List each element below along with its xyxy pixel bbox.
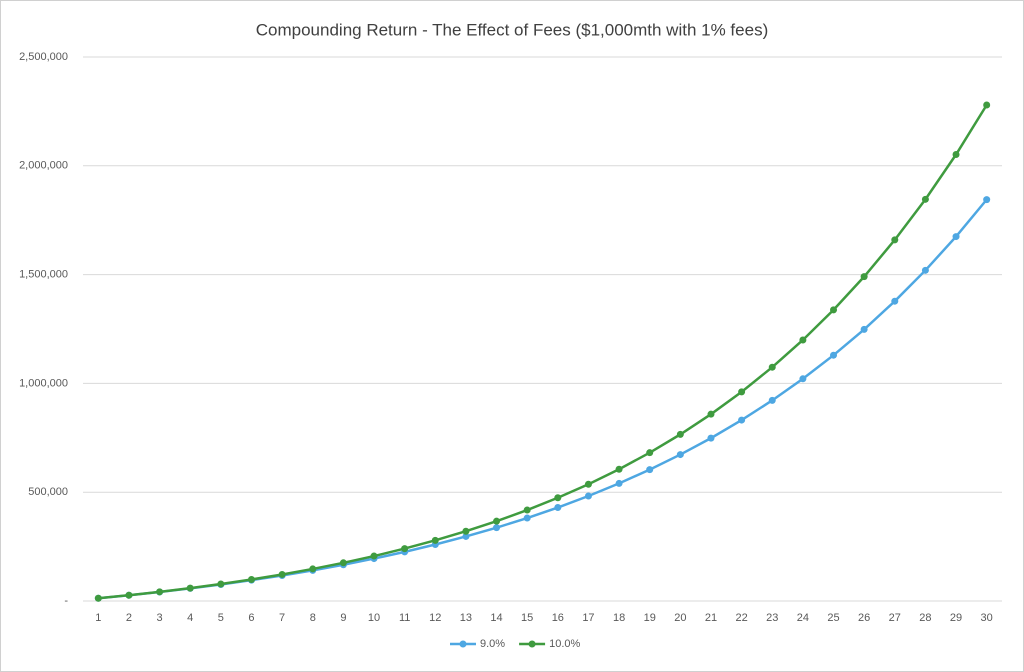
x-tick-label: 30 [981,612,993,624]
data-point [676,451,684,459]
data-point [554,504,562,512]
data-point [799,336,807,344]
x-tick-label: 7 [279,612,285,624]
x-tick-label: 8 [310,612,316,624]
x-tick-label: 2 [126,612,132,624]
x-tick-label: 28 [919,612,931,624]
data-point [186,584,194,592]
data-point [768,396,776,404]
y-tick-label: 1,000,000 [19,377,68,389]
data-point [462,532,470,540]
data-point [247,575,255,583]
data-point [339,559,347,567]
x-tick-label: 15 [521,612,533,624]
data-point [615,479,623,487]
data-point [738,388,746,396]
x-tick-label: 23 [766,612,778,624]
x-tick-label: 13 [460,612,472,624]
data-point [523,514,531,522]
x-tick-label: 4 [187,612,193,624]
legend-label: 9.0% [480,638,505,650]
data-point [278,570,286,578]
data-point [125,591,133,599]
data-point [309,565,317,573]
x-tick-label: 24 [797,612,809,624]
data-point [921,266,929,274]
data-point [646,466,654,474]
data-point [431,536,439,544]
x-tick-label: 6 [248,612,254,624]
legend-marker [528,640,536,648]
data-point [983,101,991,109]
x-tick-label: 19 [644,612,656,624]
data-point [738,416,746,424]
data-point [952,233,960,241]
data-point [615,465,623,473]
x-tick-label: 1 [95,612,101,624]
data-point [156,588,164,596]
legend-label: 10.0% [549,638,580,650]
data-point [891,297,899,305]
data-point [891,236,899,244]
x-tick-label: 22 [735,612,747,624]
x-tick-label: 18 [613,612,625,624]
data-point [707,434,715,442]
x-tick-label: 16 [552,612,564,624]
x-tick-label: 29 [950,612,962,624]
data-point [217,580,225,588]
y-tick-label: 2,500,000 [19,51,68,63]
x-tick-label: 12 [429,612,441,624]
x-tick-label: 14 [490,612,502,624]
data-point [921,195,929,203]
legend-marker [459,640,467,648]
x-tick-label: 11 [399,612,410,624]
data-point [94,594,102,602]
data-point [554,494,562,502]
chart-title: Compounding Return - The Effect of Fees … [256,20,768,39]
data-point [493,524,501,532]
data-point [860,325,868,333]
data-point [952,151,960,159]
x-tick-label: 5 [218,612,224,624]
y-tick-label: 2,000,000 [19,160,68,172]
data-point [370,552,378,560]
x-tick-label: 21 [705,612,717,624]
data-point [860,273,868,281]
y-tick-label: 500,000 [28,486,68,498]
data-point [584,480,592,488]
x-tick-label: 10 [368,612,380,624]
data-point [768,363,776,371]
data-point [676,430,684,438]
x-tick-label: 27 [889,612,901,624]
data-point [830,351,838,359]
data-point [523,506,531,514]
x-tick-label: 17 [582,612,594,624]
data-point [493,517,501,525]
y-tick-label: - [64,595,68,607]
data-point [983,196,991,204]
x-tick-label: 25 [827,612,839,624]
x-tick-label: 9 [340,612,346,624]
data-point [462,527,470,535]
x-tick-label: 3 [157,612,163,624]
series-line [98,104,988,600]
data-point [830,306,838,314]
data-point [401,545,409,553]
y-tick-label: 1,500,000 [19,269,68,281]
x-tick-label: 20 [674,612,686,624]
data-point [646,449,654,457]
x-tick-label: 26 [858,612,870,624]
data-point [799,375,807,383]
data-point [584,492,592,500]
data-point [707,410,715,418]
